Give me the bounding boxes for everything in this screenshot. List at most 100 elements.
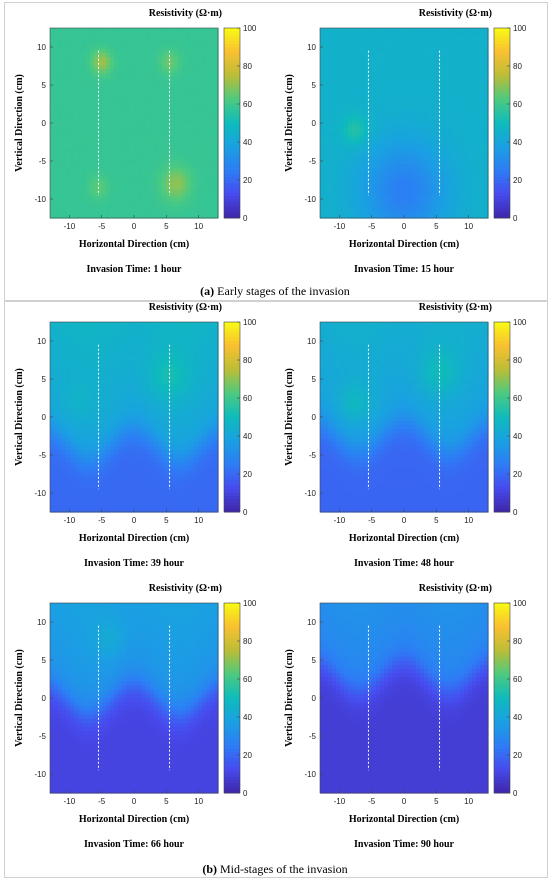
heatmap-cell <box>360 65 365 70</box>
heatmap-cell <box>98 491 103 496</box>
heatmap-cell <box>320 177 325 182</box>
heatmap-cell <box>480 45 485 50</box>
heatmap-cell <box>70 454 75 459</box>
heatmap-cell <box>356 135 361 140</box>
heatmap-cell <box>62 471 67 476</box>
heatmap-cell <box>110 173 115 178</box>
heatmap-cell <box>198 73 203 78</box>
heatmap-cell <box>182 90 187 95</box>
heatmap-cell <box>86 201 91 206</box>
heatmap-cell <box>126 347 131 352</box>
heatmap-cell <box>388 189 393 194</box>
heatmap-cell <box>134 49 139 54</box>
heatmap-cell <box>138 160 143 165</box>
heatmap-cell <box>340 82 345 87</box>
heatmap-cell <box>66 483 71 488</box>
heatmap-cell <box>408 82 413 87</box>
heatmap-cell <box>70 115 75 120</box>
heatmap-cell <box>74 148 79 153</box>
heatmap-cell <box>412 206 417 211</box>
heatmap-cell <box>66 450 71 455</box>
heatmap-cell <box>70 400 75 405</box>
colorbar-tick-label: 0 <box>243 214 248 223</box>
heatmap-cell <box>158 57 163 62</box>
heatmap-cell <box>82 363 87 368</box>
heatmap-cell <box>70 388 75 393</box>
heatmap-cell <box>54 57 59 62</box>
heatmap-cell <box>90 367 95 372</box>
heatmap-cell <box>50 177 55 182</box>
heatmap-cell <box>436 45 441 50</box>
heatmap-cell <box>50 111 55 116</box>
heatmap-cell <box>162 148 167 153</box>
heatmap-cell <box>58 392 63 397</box>
heatmap-cell <box>400 177 405 182</box>
heatmap-cell <box>102 61 107 66</box>
x-tick-label: 0 <box>132 222 137 231</box>
heatmap-cell <box>388 123 393 128</box>
heatmap-cell <box>456 90 461 95</box>
heatmap-cell <box>70 458 75 463</box>
heatmap-cell <box>110 45 115 50</box>
heatmap-cell <box>166 206 171 211</box>
heatmap-cell <box>130 144 135 149</box>
heatmap-cell <box>114 434 119 439</box>
heatmap-cell <box>174 127 179 132</box>
heatmap-cell <box>150 45 155 50</box>
heatmap-cell <box>336 73 341 78</box>
heatmap-cell <box>154 111 159 116</box>
heatmap-cell <box>74 86 79 91</box>
heatmap-cell <box>416 193 421 198</box>
heatmap-cell <box>66 73 71 78</box>
heatmap-cell <box>162 123 167 128</box>
heatmap-cell <box>130 148 135 153</box>
heatmap-cell <box>384 127 389 132</box>
heatmap-cell <box>146 98 151 103</box>
colorbar-segment <box>494 193 510 197</box>
heatmap-cell <box>126 115 131 120</box>
heatmap-cell <box>376 210 381 215</box>
heatmap-cell <box>58 384 63 389</box>
heatmap-cell <box>102 53 107 58</box>
heatmap-cell <box>62 434 67 439</box>
heatmap-cell <box>82 339 87 344</box>
heatmap-cell <box>130 82 135 87</box>
heatmap-cell <box>134 28 139 33</box>
heatmap-cell <box>392 36 397 41</box>
heatmap-cell <box>340 45 345 50</box>
heatmap-cell <box>90 500 95 505</box>
heatmap-cell <box>194 32 199 37</box>
heatmap-cell <box>50 495 55 500</box>
heatmap-cell <box>70 111 75 116</box>
heatmap-cell <box>182 148 187 153</box>
colorbar-segment <box>494 66 510 70</box>
heatmap-cell <box>102 504 107 509</box>
heatmap-cell <box>416 164 421 169</box>
heatmap-cell <box>138 98 143 103</box>
heatmap-cell <box>440 148 445 153</box>
heatmap-cell <box>106 462 111 467</box>
heatmap-cell <box>328 185 333 190</box>
colorbar-segment <box>494 155 510 159</box>
heatmap-cell <box>388 65 393 70</box>
heatmap-cell <box>82 442 87 447</box>
heatmap-cell <box>146 53 151 58</box>
colorbar-segment <box>494 50 510 54</box>
heatmap-cell <box>412 131 417 136</box>
heatmap-cell <box>340 28 345 33</box>
heatmap-cell <box>78 409 83 414</box>
heatmap-cell <box>70 351 75 356</box>
heatmap-cell <box>90 446 95 451</box>
heatmap-cell <box>162 57 167 62</box>
heatmap-cell <box>344 144 349 149</box>
heatmap-cell <box>472 69 477 74</box>
heatmap-cell <box>396 102 401 107</box>
heatmap-cell <box>202 197 207 202</box>
heatmap-cell <box>468 32 473 37</box>
heatmap-cell <box>102 140 107 145</box>
heatmap-cell <box>432 185 437 190</box>
heatmap-cell <box>114 462 119 467</box>
heatmap-cell <box>54 355 59 360</box>
heatmap-cell <box>122 409 127 414</box>
heatmap-cell <box>50 504 55 509</box>
